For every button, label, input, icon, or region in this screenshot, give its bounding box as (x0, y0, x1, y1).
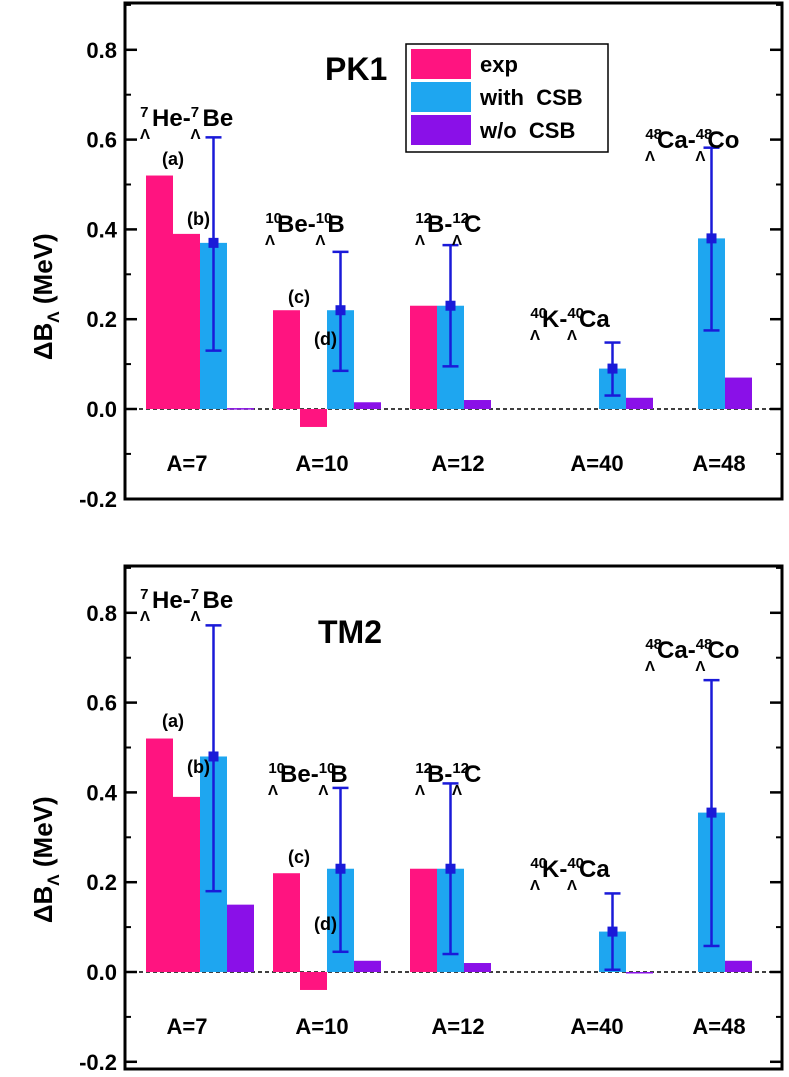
legend-wo-csb-swatch (411, 115, 471, 145)
data-marker (208, 237, 219, 248)
bar-wo-csb (626, 397, 653, 409)
bar-wo-csb (626, 972, 653, 974)
bar-wo-csb (354, 402, 381, 409)
y-tick-label: -0.2 (79, 487, 117, 512)
category-label: A=10 (295, 1014, 348, 1039)
panel-tm2: -0.2 0.0 0.2 0.4 0.6 0.8 ΔBΛ (MeV) A=7 A=10 A=12 A… (28, 564, 784, 1075)
exp-label: (d) (314, 329, 337, 349)
bar-exp (173, 796, 200, 972)
data-marker (607, 363, 618, 374)
category-label: A=48 (692, 451, 745, 476)
y-tick-label: 0.6 (86, 128, 117, 153)
y-tick-label: 0.2 (86, 307, 117, 332)
bar-exp (300, 409, 327, 427)
pair-label: 48 ΛCa-48 ΛCo (645, 126, 739, 165)
bar-exp (273, 873, 300, 972)
panel-pk1: -0.2 0.0 0.2 0.4 0.6 0.8 ΔBΛ (MeV) A=7 A=10 A=12 A… (28, 1, 784, 512)
category-label: A=7 (167, 451, 208, 476)
bar-exp (173, 233, 200, 409)
bar-exp (273, 310, 300, 409)
bar-exp (146, 175, 173, 409)
pair-label: 7 ΛHe-7 ΛBe (140, 104, 233, 143)
pair-label: 7 ΛHe-7 ΛBe (140, 586, 233, 625)
bar-wo-csb (354, 960, 381, 972)
y-tick-label: -0.2 (79, 1050, 117, 1075)
pair-label: 40 ΛK-40 ΛCa (530, 305, 610, 344)
bar-wo-csb (464, 963, 491, 972)
panel-title: PK1 (325, 51, 387, 87)
bar-wo-csb (725, 960, 752, 972)
y-tick-label: 0.0 (86, 960, 117, 985)
panel-title: TM2 (318, 614, 382, 650)
bar-wo-csb (725, 377, 752, 409)
legend-exp-label: exp (480, 52, 518, 77)
category-label: A=40 (570, 1014, 623, 1039)
pair-label: 10 ΛBe-10 ΛB (268, 760, 348, 799)
category-label: A=7 (167, 1014, 208, 1039)
category-label: A=48 (692, 1014, 745, 1039)
legend-exp-swatch (411, 49, 471, 79)
bar-wo-csb (227, 408, 254, 410)
exp-label: (b) (187, 209, 210, 229)
y-tick-label: 0.8 (86, 601, 117, 626)
legend-with-csb-swatch (411, 82, 471, 112)
y-tick-label: 0.0 (86, 397, 117, 422)
data-marker (445, 300, 456, 311)
legend-wo-csb-label: w/o CSB (479, 118, 575, 143)
exp-label: (c) (288, 287, 310, 307)
y-tick-label: 0.2 (86, 870, 117, 895)
y-axis-label: ΔBΛ (MeV) (28, 233, 63, 360)
plot-frame (123, 564, 784, 1071)
category-label: A=12 (431, 1014, 484, 1039)
data-marker (706, 233, 717, 244)
data-marker (445, 863, 456, 874)
exp-label: (d) (314, 914, 337, 934)
exp-label: (b) (187, 757, 210, 777)
pair-label: 10 ΛBe-10 ΛB (265, 210, 345, 249)
bar-wo-csb (227, 904, 254, 972)
y-tick-label: 0.4 (86, 780, 117, 805)
pair-label: 12 ΛB-12 ΛC (415, 210, 481, 249)
legend: exp with CSB w/o CSB (405, 43, 609, 153)
category-label: A=12 (431, 451, 484, 476)
data-marker (607, 926, 618, 937)
data-marker (706, 807, 717, 818)
category-label: A=10 (295, 451, 348, 476)
data-marker (335, 305, 346, 316)
pair-label: 40 ΛK-40 ΛCa (530, 855, 610, 894)
y-tick-label: 0.8 (86, 38, 117, 63)
bar-wo-csb (464, 400, 491, 409)
plot-frame (123, 1, 784, 501)
bar-exp (410, 305, 437, 409)
y-tick-label: 0.6 (86, 691, 117, 716)
exp-label: (a) (162, 711, 184, 731)
legend-with-csb-label: with CSB (479, 85, 583, 110)
bar-exp (300, 972, 327, 990)
bar-exp (410, 868, 437, 972)
pair-label: 12 ΛB-12 ΛC (415, 760, 481, 799)
bar-exp (146, 738, 173, 972)
pair-label: 48 ΛCa-48 ΛCo (645, 636, 739, 675)
exp-label: (a) (162, 149, 184, 169)
data-marker (335, 863, 346, 874)
data-marker (208, 751, 219, 762)
y-axis-label: ΔBΛ (MeV) (28, 796, 63, 923)
category-label: A=40 (570, 451, 623, 476)
exp-label: (c) (288, 847, 310, 867)
y-tick-label: 0.4 (86, 217, 117, 242)
